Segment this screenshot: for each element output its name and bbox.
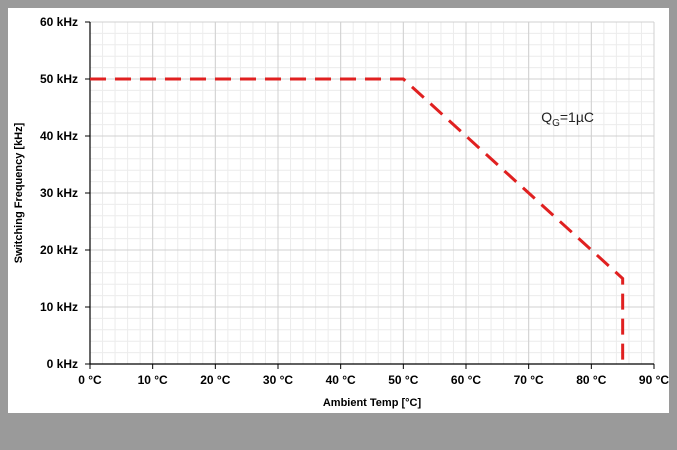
- y-tick-label: 50 kHz: [40, 72, 78, 86]
- x-tick-label: 90 °C: [639, 373, 669, 387]
- x-tick-label: 60 °C: [451, 373, 481, 387]
- x-tick-label: 40 °C: [326, 373, 356, 387]
- y-tick-labels: 0 kHz 10 kHz 20 kHz 30 kHz 40 kHz 50 kHz 60 kH…: [40, 15, 78, 371]
- y-tick-label: 40 kHz: [40, 129, 78, 143]
- gate-charge-annotation: QG=1µC: [541, 109, 594, 129]
- x-tick-label: 50 °C: [388, 373, 418, 387]
- y-tick-label: 10 kHz: [40, 300, 78, 314]
- x-tick-label: 10 °C: [138, 373, 168, 387]
- series-layer: [90, 77, 625, 364]
- x-tick-label: 80 °C: [576, 373, 606, 387]
- annotation-suffix: =1µC: [560, 109, 594, 125]
- plot-panel: 0 °C 10 °C 20 °C 30 °C 40 °C 50 °C 60 °C 70 °C 8…: [8, 8, 669, 413]
- x-axis-title: Ambient Temp [°C]: [323, 397, 422, 409]
- x-tick-label: 20 °C: [200, 373, 230, 387]
- y-tick-label: 0 kHz: [47, 357, 78, 371]
- annotation-main: Q: [541, 109, 552, 125]
- axes: [85, 21, 655, 369]
- y-tick-label: 20 kHz: [40, 243, 78, 257]
- derating-chart: 0 °C 10 °C 20 °C 30 °C 40 °C 50 °C 60 °C 70 °C 8…: [13, 15, 669, 409]
- y-tick-label: 30 kHz: [40, 186, 78, 200]
- x-tick-label: 70 °C: [514, 373, 544, 387]
- y-tick-label: 60 kHz: [40, 15, 78, 29]
- derating-curve: [90, 77, 625, 364]
- x-tick-label: 0 °C: [78, 373, 102, 387]
- annotation-subscript: G: [552, 118, 560, 129]
- grid-major: [89, 21, 655, 365]
- x-tick-labels: 0 °C 10 °C 20 °C 30 °C 40 °C 50 °C 60 °C 70 °C 8…: [78, 373, 669, 387]
- y-axis-title: Switching Frequency [kHz]: [13, 122, 25, 263]
- x-tick-label: 30 °C: [263, 373, 293, 387]
